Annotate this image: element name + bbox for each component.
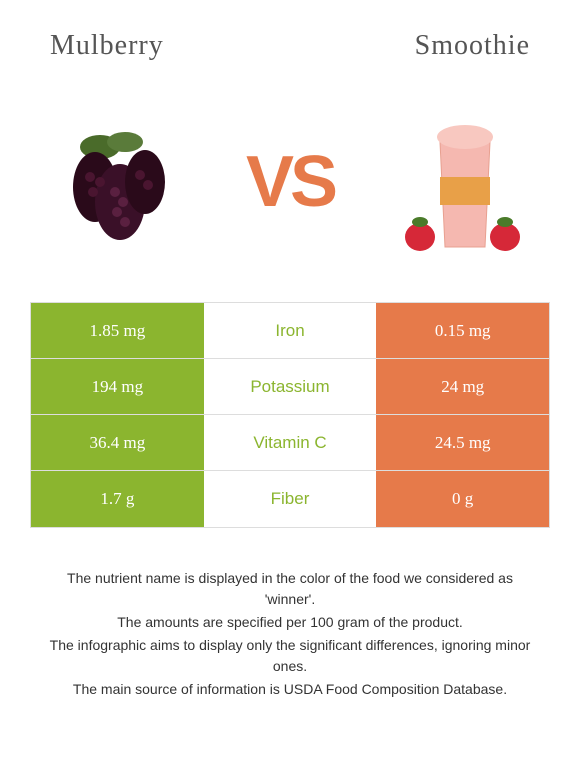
- nutrient-table: 1.85 mgIron0.15 mg194 mgPotassium24 mg36…: [30, 302, 550, 528]
- footer-line: The nutrient name is displayed in the co…: [40, 568, 540, 610]
- table-row: 194 mgPotassium24 mg: [31, 359, 549, 415]
- cell-nutrient-name: Iron: [204, 303, 377, 358]
- smoothie-image: [380, 102, 540, 262]
- cell-right-value: 24 mg: [376, 359, 549, 414]
- table-row: 1.7 gFiber0 g: [31, 471, 549, 527]
- cell-left-value: 1.85 mg: [31, 303, 204, 358]
- footer-line: The amounts are specified per 100 gram o…: [40, 612, 540, 633]
- cell-nutrient-name: Vitamin C: [204, 415, 377, 470]
- cell-right-value: 0 g: [376, 471, 549, 527]
- title-right: Smoothie: [415, 30, 530, 62]
- cell-left-value: 36.4 mg: [31, 415, 204, 470]
- cell-right-value: 24.5 mg: [376, 415, 549, 470]
- cell-left-value: 1.7 g: [31, 471, 204, 527]
- cell-left-value: 194 mg: [31, 359, 204, 414]
- table-row: 1.85 mgIron0.15 mg: [31, 303, 549, 359]
- mulberry-image: [40, 102, 200, 262]
- table-row: 36.4 mgVitamin C24.5 mg: [31, 415, 549, 471]
- footer-line: The main source of information is USDA F…: [40, 679, 540, 700]
- title-left: Mulberry: [50, 30, 164, 62]
- cell-nutrient-name: Fiber: [204, 471, 377, 527]
- footer-notes: The nutrient name is displayed in the co…: [20, 568, 560, 700]
- footer-line: The infographic aims to display only the…: [40, 635, 540, 677]
- vs-label: VS: [246, 141, 334, 223]
- cell-right-value: 0.15 mg: [376, 303, 549, 358]
- cell-nutrient-name: Potassium: [204, 359, 377, 414]
- titles-row: Mulberry Smoothie: [20, 30, 560, 62]
- images-row: VS: [20, 92, 560, 272]
